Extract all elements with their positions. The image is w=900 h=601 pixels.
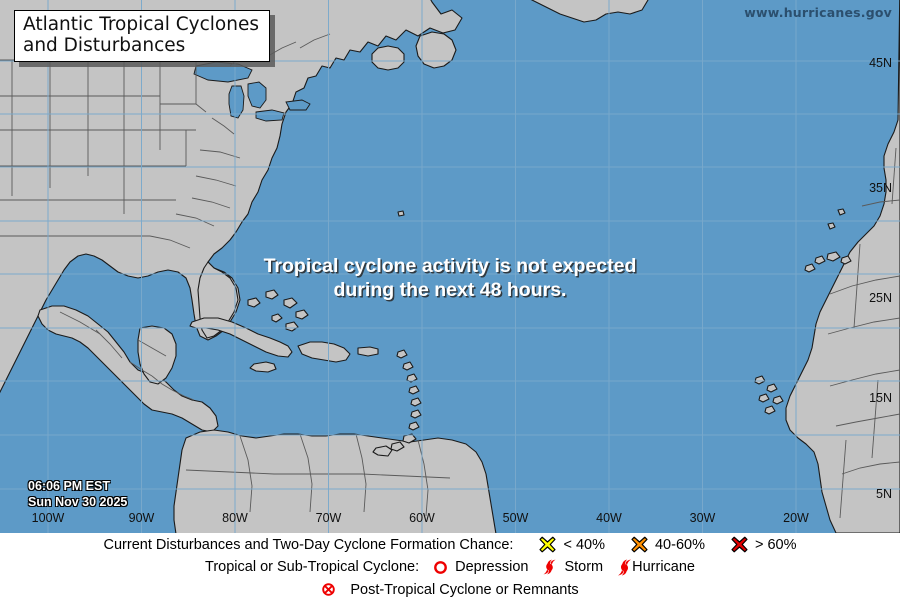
lake-huron xyxy=(247,81,267,109)
outlook-message-line1: Tropical cyclone activity is not expecte… xyxy=(263,255,637,277)
azores-islands xyxy=(827,208,846,230)
lake-ontario xyxy=(285,99,311,111)
legend-post-tropical-label: Post-Tropical Cyclone or Remnants xyxy=(350,581,579,598)
outlook-message: Tropical cyclone activity is not expecte… xyxy=(0,254,900,302)
legend-item-hurricane: Hurricane xyxy=(617,559,695,576)
legend-item-depression: Depression xyxy=(433,559,528,575)
x-marker-icon xyxy=(539,536,557,553)
legend-formation-chance-label: Current Disturbances and Two-Day Cyclone… xyxy=(103,536,514,553)
lon-label-40w: 40W xyxy=(596,511,622,525)
lon-label-80w: 80W xyxy=(222,511,248,525)
x-marker-icon xyxy=(731,536,748,553)
lat-label-25n: 25N xyxy=(869,291,892,305)
trinidad-island xyxy=(372,445,393,457)
depression-circle-icon xyxy=(433,560,448,575)
lon-label-100w: 100W xyxy=(31,511,65,525)
lat-label-5n: 5N xyxy=(876,487,892,501)
map-title-box: Atlantic Tropical Cyclones and Disturban… xyxy=(14,10,270,62)
north-america-land xyxy=(0,0,463,394)
hurricane-icon xyxy=(617,559,632,576)
newfoundland-land xyxy=(415,31,457,69)
legend-hurricane-label: Hurricane xyxy=(632,559,695,575)
jamaica-island xyxy=(249,361,277,373)
legend-chance-high-label: > 60% xyxy=(754,536,797,553)
great-lakes xyxy=(193,61,311,122)
legend-item-chance-low: < 40% xyxy=(539,536,605,553)
lake-superior xyxy=(193,61,253,83)
timestamp-time: 06:06 PM EST xyxy=(28,479,110,493)
lon-label-30w: 30W xyxy=(689,511,716,525)
map-title-line2: and Disturbances xyxy=(23,35,186,56)
africa-land xyxy=(785,0,900,533)
legend-cyclone-type-label: Tropical or Sub-Tropical Cyclone: xyxy=(205,559,420,575)
lake-erie xyxy=(255,109,285,122)
yucatan-peninsula xyxy=(137,325,177,385)
lon-label-90w: 90W xyxy=(128,511,155,525)
outlook-message-line2: during the next 48 hours. xyxy=(333,279,567,301)
cape-verde-islands xyxy=(754,375,784,415)
puerto-rico-island xyxy=(357,346,379,357)
lon-label-70w: 70W xyxy=(315,511,342,525)
legend-depression-label: Depression xyxy=(455,559,529,575)
tropical-storm-icon xyxy=(542,559,557,575)
map-legend: Current Disturbances and Two-Day Cyclone… xyxy=(0,533,900,601)
lon-label-50w: 50W xyxy=(502,511,529,525)
bahamas-islands xyxy=(247,289,309,332)
legend-row-formation-chance: Current Disturbances and Two-Day Cyclone… xyxy=(0,533,900,556)
lon-label-20w: 20W xyxy=(783,511,809,525)
landmasses xyxy=(0,0,900,533)
legend-storm-label: Storm xyxy=(564,559,604,575)
legend-item-storm: Storm xyxy=(542,559,603,575)
lat-label-35n: 35N xyxy=(869,181,892,195)
legend-chance-medium-label: 40-60% xyxy=(654,536,705,553)
nova-scotia-land xyxy=(371,45,405,71)
legend-row-cyclone-types: Tropical or Sub-Tropical Cyclone: Depres… xyxy=(0,556,900,578)
lat-label-45n: 45N xyxy=(869,56,892,70)
map-title-line1: Atlantic Tropical Cyclones xyxy=(23,14,259,35)
canary-islands xyxy=(804,251,852,273)
lake-michigan xyxy=(228,85,245,119)
legend-item-chance-medium: 40-60% xyxy=(631,536,705,553)
issuance-timestamp: 06:06 PM EST Sun Nov 30 2025 xyxy=(28,478,127,510)
greenland-land xyxy=(530,0,649,23)
lon-label-60w: 60W xyxy=(409,511,435,525)
legend-row-post-tropical: Post-Tropical Cyclone or Remnants xyxy=(0,578,900,601)
timestamp-date: Sun Nov 30 2025 xyxy=(28,495,128,509)
legend-chance-low-label: < 40% xyxy=(563,536,605,553)
political-borders xyxy=(0,33,900,519)
legend-item-post-tropical: Post-Tropical Cyclone or Remnants xyxy=(321,581,579,598)
lat-label-15n: 15N xyxy=(869,391,892,405)
hispaniola-island xyxy=(297,341,351,363)
x-marker-icon xyxy=(631,536,648,553)
post-tropical-icon xyxy=(321,582,336,597)
lat-lon-graticule xyxy=(0,0,900,533)
atlantic-basin-map[interactable]: Atlantic Tropical Cyclones and Disturban… xyxy=(0,0,900,533)
legend-item-chance-high: > 60% xyxy=(731,536,797,553)
site-url-watermark: www.hurricanes.gov xyxy=(744,5,892,20)
map-canvas xyxy=(0,0,900,533)
bermuda-island xyxy=(397,210,405,217)
